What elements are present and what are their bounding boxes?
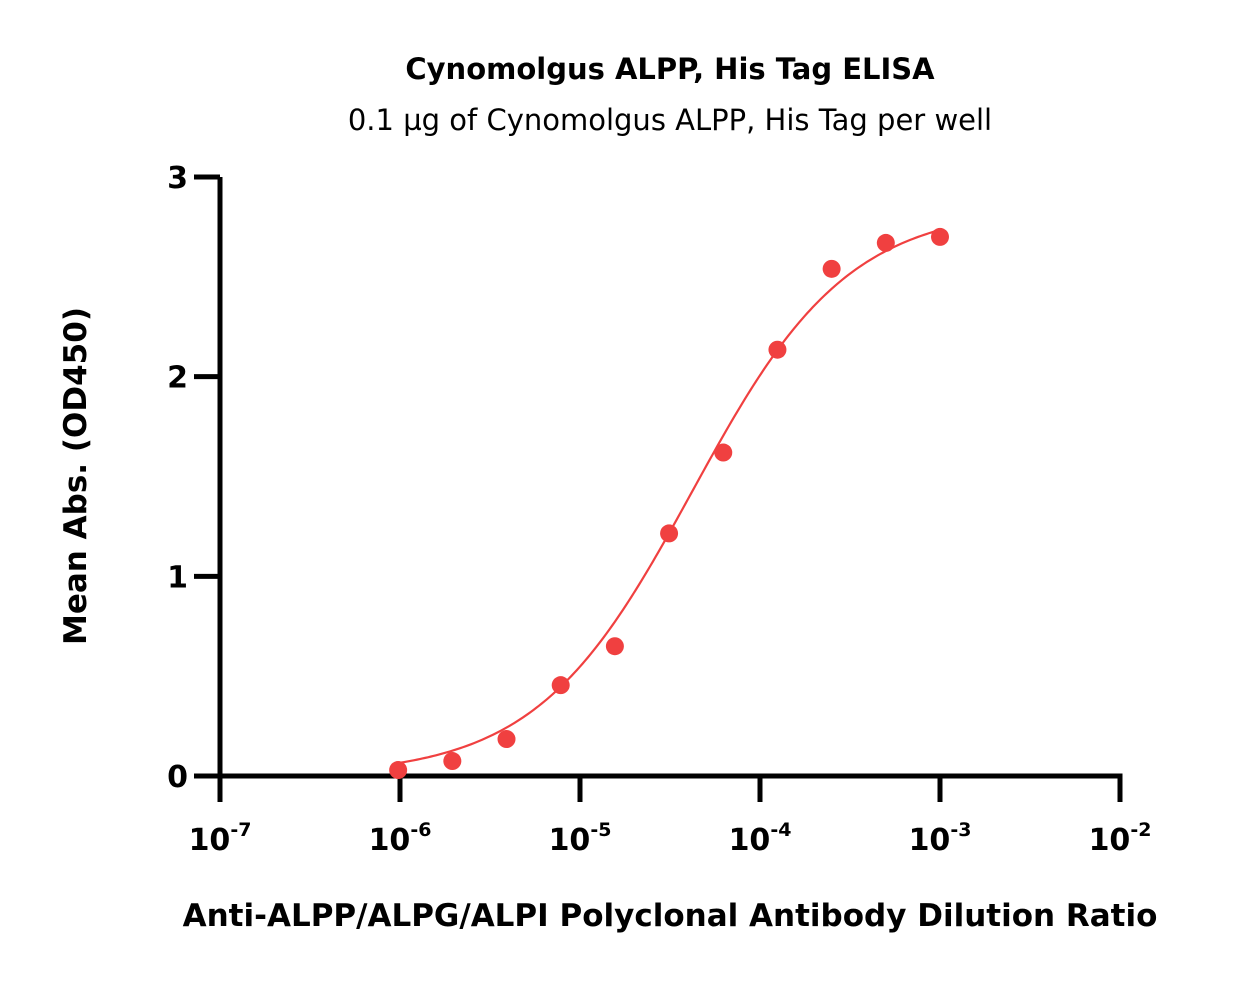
y-tick-label: 2 xyxy=(167,361,188,396)
y-axis-label: Mean Abs. (OD450) xyxy=(58,307,94,645)
fit-curve-layer xyxy=(397,228,941,765)
data-point xyxy=(822,259,841,278)
axes xyxy=(217,177,1123,779)
y-ticks: 0 1 2 3 xyxy=(167,161,220,795)
y-tick-label: 3 xyxy=(167,161,188,196)
x-tick-label: 10-2 xyxy=(1089,819,1152,858)
x-tick-label: 10-3 xyxy=(909,819,972,858)
y-tick-label: 0 xyxy=(167,760,188,795)
x-tick-label: 10-5 xyxy=(549,819,612,858)
fit-curve xyxy=(397,228,941,765)
x-tick-label: 10-4 xyxy=(729,819,792,858)
data-point xyxy=(660,524,679,543)
data-point xyxy=(551,676,570,695)
data-point xyxy=(497,730,516,749)
data-point xyxy=(714,443,733,462)
data-points xyxy=(389,227,949,780)
x-ticks: 10-7 10-6 10-5 10-4 10-3 10-2 xyxy=(189,776,1152,858)
x-tick-label: 10-6 xyxy=(369,819,432,858)
data-point xyxy=(389,761,408,780)
data-point xyxy=(876,233,895,252)
data-point xyxy=(931,227,949,246)
y-tick-label: 1 xyxy=(167,560,188,595)
chart-title: Cynomolgus ALPP, His Tag ELISA xyxy=(405,52,935,86)
x-axis-label: Anti-ALPP/ALPG/ALPI Polyclonal Antibody … xyxy=(183,898,1158,934)
chart-subtitle: 0.1 µg of Cynomolgus ALPP, His Tag per w… xyxy=(348,103,992,137)
x-tick-label: 10-7 xyxy=(189,819,252,858)
data-point xyxy=(443,752,462,771)
data-point xyxy=(768,340,787,359)
data-point xyxy=(605,637,624,656)
